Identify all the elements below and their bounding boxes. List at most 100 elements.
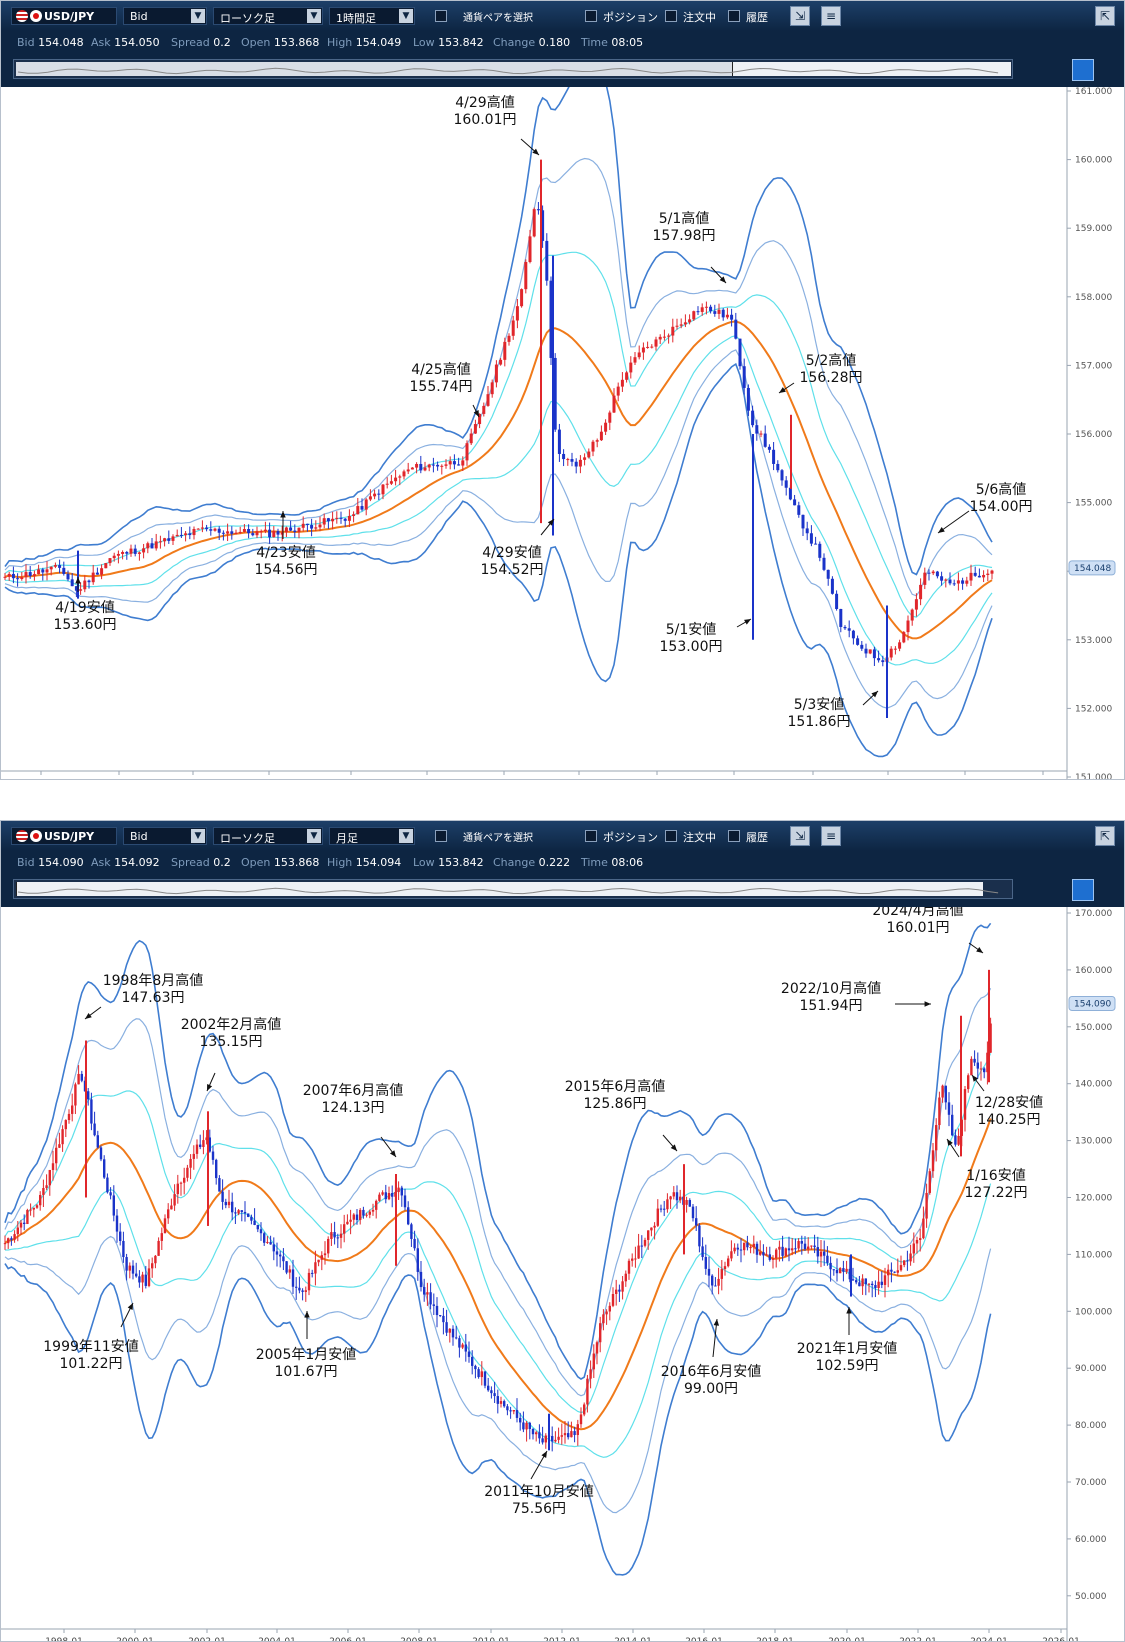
candle — [135, 1273, 138, 1277]
y-tick-label: 151.000 — [1075, 773, 1112, 779]
zoom-button[interactable] — [1072, 59, 1094, 81]
history-checkbox[interactable] — [728, 830, 740, 842]
candle — [87, 580, 91, 583]
candle — [3, 576, 7, 578]
candle — [119, 1231, 122, 1241]
pair-select-checkbox[interactable] — [435, 10, 447, 22]
candle — [531, 1428, 535, 1435]
chart-type-select[interactable]: ローソク足 ▼ — [213, 7, 323, 25]
chart-type-value: ローソク足 — [220, 832, 275, 845]
candle — [243, 1211, 247, 1214]
pair-select-checkbox[interactable] — [435, 830, 447, 842]
candle — [511, 320, 515, 336]
candle — [91, 572, 95, 583]
candle — [179, 1182, 183, 1184]
range-scrollbar[interactable] — [13, 59, 1013, 79]
candle — [482, 405, 486, 414]
info-open-value: 153.868 — [273, 856, 320, 869]
candle — [787, 1248, 791, 1251]
candle — [323, 1253, 327, 1256]
candle — [599, 1323, 602, 1343]
candle — [663, 1208, 666, 1210]
candle — [620, 379, 624, 387]
candle — [79, 589, 83, 591]
currency-pair-selector[interactable]: USD/JPY — [11, 7, 117, 25]
candle — [188, 533, 192, 536]
order-checkbox[interactable] — [665, 10, 677, 22]
candle — [410, 467, 414, 470]
candle — [259, 531, 263, 533]
annotation-price: 153.00円 — [660, 639, 723, 655]
collapse-icon[interactable]: ⇱ — [1095, 6, 1115, 26]
candle — [137, 552, 141, 554]
hourly-chart-panel: USD/JPY Bid ▼ ローソク足 ▼ 1時間足 ▼ 通貨ペアを選択 ポジション 注文中 履歴 ⇲… — [0, 0, 1125, 780]
price-type-select[interactable]: Bid ▼ — [123, 7, 207, 25]
candle — [669, 1196, 672, 1200]
chart-type-select[interactable]: ローソク足 ▼ — [213, 827, 323, 845]
y-tick-label: 130.000 — [1075, 1137, 1112, 1147]
candle — [691, 1206, 695, 1219]
order-checkbox[interactable] — [665, 830, 677, 842]
candle — [237, 1210, 240, 1214]
export-icon[interactable]: ⇲ — [790, 6, 810, 26]
annotation-label: 1/16安値 — [966, 1168, 1025, 1184]
candle — [507, 335, 511, 342]
position-checkbox[interactable] — [585, 830, 597, 842]
position-checkbox[interactable] — [585, 10, 597, 22]
candle — [634, 1258, 637, 1260]
candle — [451, 1328, 455, 1338]
candle — [739, 1249, 743, 1251]
candle — [499, 359, 503, 365]
candle — [544, 1435, 547, 1443]
price-type-select[interactable]: Bid ▼ — [123, 827, 207, 845]
candle — [583, 457, 587, 460]
candle — [656, 1208, 659, 1226]
candle — [103, 1159, 106, 1178]
candle — [765, 1254, 768, 1256]
info-ask: Ask 154.050 — [91, 36, 160, 49]
candle — [150, 543, 154, 549]
timeframe-select[interactable]: 月足 ▼ — [329, 827, 415, 845]
candle — [365, 1214, 368, 1216]
candle — [535, 1432, 538, 1435]
scroll-thumb[interactable] — [16, 882, 983, 896]
zoom-button[interactable] — [1072, 879, 1094, 901]
x-tick-label: 2018-01 — [756, 1637, 794, 1641]
candle — [255, 531, 259, 536]
export-icon[interactable]: ⇲ — [790, 826, 810, 846]
candle — [877, 658, 881, 661]
candle — [851, 1279, 855, 1281]
currency-pair-selector[interactable]: USD/JPY — [11, 827, 117, 845]
scroll-thumb[interactable] — [732, 62, 1011, 76]
chart-type-value: ローソク足 — [220, 12, 275, 25]
candle — [32, 574, 36, 576]
history-checkbox[interactable] — [728, 10, 740, 22]
candle — [202, 1140, 205, 1148]
candle — [474, 1365, 477, 1370]
candle — [464, 1344, 467, 1352]
y-tick-label: 110.000 — [1075, 1250, 1112, 1260]
candle — [616, 386, 620, 396]
collapse-icon[interactable]: ⇱ — [1095, 826, 1115, 846]
info-spread-value: 0.2 — [213, 856, 231, 869]
info-high: High 154.094 — [327, 856, 401, 869]
candle — [269, 1241, 272, 1245]
candle — [720, 1269, 723, 1279]
list-icon[interactable]: ≡ — [821, 826, 841, 846]
candle — [810, 1245, 813, 1247]
scroll-history — [16, 62, 732, 76]
timeframe-select[interactable]: 1時間足 ▼ — [329, 7, 415, 25]
order-checkbox-label: 注文中 — [683, 831, 716, 844]
candle — [541, 1438, 544, 1443]
candle — [224, 1201, 227, 1206]
annotation-label: 5/1安値 — [666, 622, 717, 638]
candle — [41, 569, 45, 573]
list-icon[interactable]: ≡ — [821, 6, 841, 26]
candle — [589, 1369, 592, 1379]
candle — [989, 1023, 992, 1053]
range-scrollbar[interactable] — [13, 879, 1013, 899]
candle — [797, 1241, 800, 1249]
candle — [413, 1238, 416, 1249]
